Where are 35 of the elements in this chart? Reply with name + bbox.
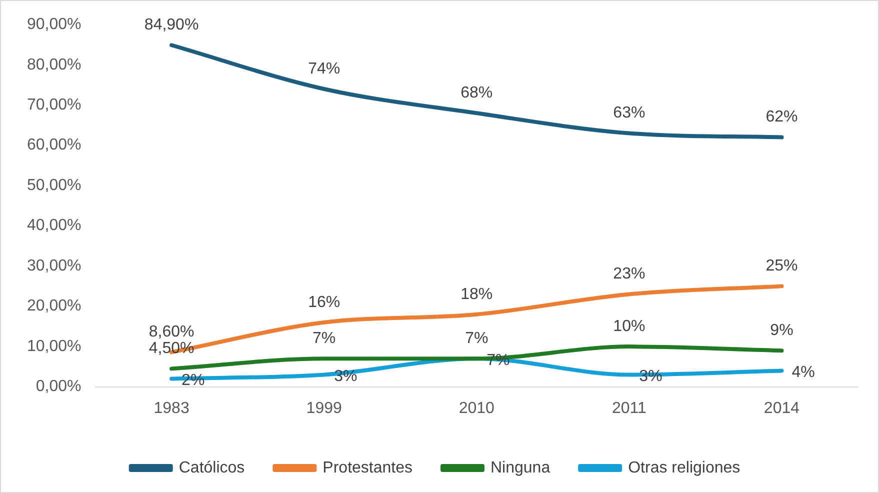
y-tick-label: 50,00% — [27, 176, 82, 194]
y-tick-label: 30,00% — [27, 257, 82, 274]
y-tick-label: 80,00% — [27, 56, 82, 74]
y-tick-label: 60,00% — [27, 136, 82, 154]
legend-label: Protestantes — [322, 459, 412, 476]
data-label: 8,60% — [148, 324, 194, 341]
y-tick-label: 20,00% — [27, 298, 82, 315]
data-label: 68% — [460, 84, 493, 102]
y-tick-label: 70,00% — [27, 96, 82, 114]
data-label: 7% — [465, 330, 488, 348]
y-tick-label: 40,00% — [27, 217, 82, 234]
x-tick-label: 1983 — [154, 400, 190, 417]
legend-label: Otras religiones — [628, 459, 740, 476]
data-label: 9% — [770, 322, 794, 339]
data-label: 84,90% — [144, 16, 199, 34]
data-label: 18% — [460, 286, 493, 303]
legend-label: Católicos — [178, 459, 245, 476]
data-label: 4% — [792, 364, 815, 382]
x-tick-label: 2011 — [612, 400, 646, 417]
x-tick-label: 2010 — [458, 400, 495, 417]
data-label: 23% — [613, 266, 646, 283]
data-label: 16% — [308, 294, 340, 311]
data-label: 10% — [613, 318, 646, 335]
data-label: 7% — [486, 352, 510, 370]
y-tick-label: 0,00% — [36, 378, 82, 396]
legend-label: Ninguna — [490, 459, 550, 476]
data-label: 25% — [766, 258, 798, 275]
y-tick-label: 10,00% — [27, 338, 82, 355]
x-tick-label: 2014 — [764, 400, 800, 417]
data-label: 63% — [613, 104, 646, 122]
data-label: 74% — [308, 60, 340, 78]
data-label: 62% — [766, 108, 798, 126]
data-label: 7% — [312, 330, 336, 348]
y-tick-label: 90,00% — [27, 16, 82, 34]
x-tick-label: 1999 — [306, 400, 342, 417]
